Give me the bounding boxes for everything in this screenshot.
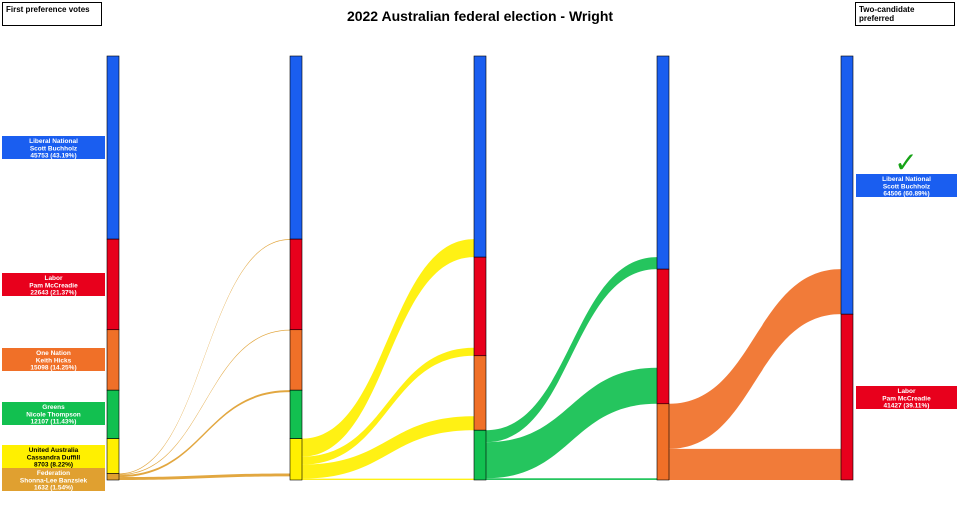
bar-fed-count-0 <box>106 473 120 481</box>
bar-uap-count-0 <box>106 438 120 474</box>
label-candidate: Pam McCreadie <box>29 282 78 289</box>
label-box <box>2 402 105 425</box>
bar-alp-count-1 <box>289 238 303 331</box>
label-candidate: Nicole Thompson <box>26 411 81 418</box>
carry-on-0 <box>119 330 290 390</box>
bar-alp-count-3 <box>656 268 670 405</box>
carry-lnp-0 <box>119 56 290 239</box>
label-box <box>2 468 105 491</box>
carry-alp-0 <box>119 239 290 330</box>
flow-on-to-alp <box>669 448 841 480</box>
carry-uap-0 <box>119 439 290 474</box>
label-votes: 45753 (43.19%) <box>30 153 76 160</box>
label-party: United Australia <box>29 447 79 454</box>
carry-lnp-3 <box>669 56 841 269</box>
label-party: Federation <box>37 470 70 477</box>
label-party: Liberal National <box>29 138 78 145</box>
flow-grn-to-on <box>486 478 657 480</box>
label-votes: 1632 (1.54%) <box>34 485 73 492</box>
flows-layer <box>119 56 841 480</box>
label-candidate: Scott Buchholz <box>30 145 78 152</box>
label-party: Liberal National <box>882 176 931 183</box>
bar-on-count-2 <box>473 355 487 431</box>
label-box <box>2 136 105 159</box>
flow-fed-to-uap <box>119 473 290 480</box>
bar-on-count-1 <box>289 329 303 391</box>
label-votes: 22643 (21.37%) <box>30 290 76 297</box>
label-box <box>2 273 105 296</box>
bar-alp-count-4 <box>840 313 854 481</box>
bar-alp-count-2 <box>473 256 487 357</box>
label-votes: 8703 (8.22%) <box>34 462 73 469</box>
label-party: Greens <box>42 404 65 411</box>
flow-grn-to-lnp <box>486 257 657 443</box>
bar-lnp-count-1 <box>289 55 303 240</box>
bar-on-count-3 <box>656 403 670 481</box>
flow-fed-to-lnp <box>119 239 290 475</box>
label-votes: 64506 (60.89%) <box>883 191 929 198</box>
label-candidate: Cassandra Duffill <box>27 454 81 461</box>
label-box <box>2 348 105 371</box>
flow-grn-to-alp <box>486 367 657 479</box>
bar-uap-count-1 <box>289 438 303 481</box>
label-party: One Nation <box>36 350 71 357</box>
chart-title: 2022 Australian federal election - Wrigh… <box>347 8 613 24</box>
bar-on-count-0 <box>106 329 120 391</box>
flow-fed-to-on <box>119 390 290 478</box>
carry-lnp-1 <box>302 56 474 239</box>
bar-lnp-count-0 <box>106 55 120 240</box>
flow-uap-to-grn <box>302 478 474 480</box>
bar-grn-count-0 <box>106 389 120 439</box>
bar-lnp-count-3 <box>656 55 670 270</box>
label-box <box>2 445 105 468</box>
flow-fed-to-alp <box>119 329 290 476</box>
first-preference-box: First preference votes <box>2 2 102 26</box>
bars-layer <box>106 55 854 481</box>
label-candidate: Scott Buchholz <box>883 183 931 190</box>
label-candidate: Shonna-Lee Banzsiek <box>20 477 88 484</box>
label-votes: 15098 (14.25%) <box>30 365 76 372</box>
carry-lnp-2 <box>486 56 657 257</box>
bar-lnp-count-2 <box>473 55 487 258</box>
label-candidate: Keith Hicks <box>36 357 72 364</box>
winner-check-icon: ✓ <box>894 146 917 179</box>
label-box <box>856 386 957 409</box>
label-candidate: Pam McCreadie <box>882 395 931 402</box>
flow-uap-to-lnp <box>302 239 474 457</box>
carry-grn-0 <box>119 390 290 438</box>
label-votes: 12107 (11.43%) <box>31 419 77 426</box>
bar-grn-count-1 <box>289 389 303 439</box>
label-box <box>856 174 957 197</box>
two-candidate-preferred-box: Two-candidate preferred <box>855 2 955 26</box>
label-votes: 41427 (39.11%) <box>884 403 930 410</box>
label-party: Labor <box>44 275 63 282</box>
label-party: Labor <box>897 388 916 395</box>
bar-alp-count-0 <box>106 238 120 331</box>
flow-uap-to-on <box>302 416 474 479</box>
bar-grn-count-2 <box>473 429 487 481</box>
bar-lnp-count-4 <box>840 55 854 315</box>
flow-on-to-lnp <box>669 269 841 449</box>
flow-uap-to-alp <box>302 347 474 465</box>
